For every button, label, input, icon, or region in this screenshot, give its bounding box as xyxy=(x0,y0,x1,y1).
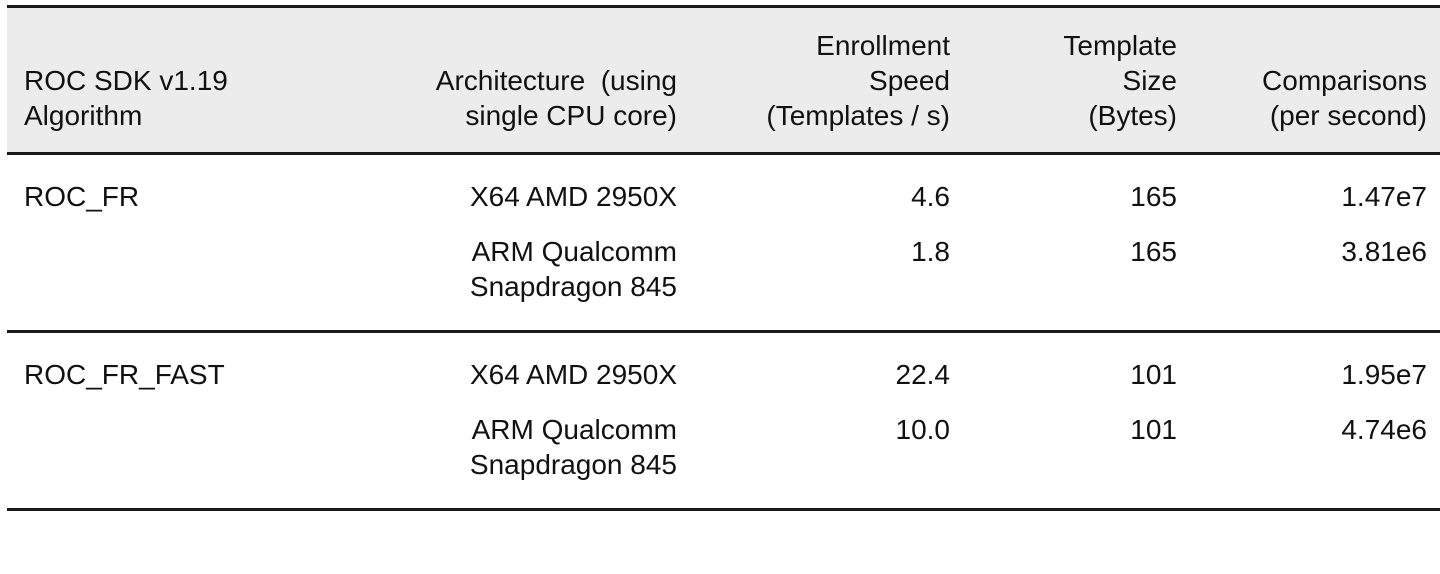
header-size-line-1: Template xyxy=(1063,30,1177,61)
header-architecture-line-2: single CPU core) xyxy=(465,100,677,131)
table-row: ROC_FR X64 AMD 2950X 4.6 165 1.47e7 xyxy=(7,154,1440,235)
architecture-cell: ARM Qualcomm Snapdragon 845 xyxy=(294,412,677,510)
enrollment-speed-cell: 22.4 xyxy=(895,359,951,390)
architecture-line-2: Snapdragon 845 xyxy=(469,271,677,302)
enrollment-speed-cell: 1.8 xyxy=(911,236,950,267)
header-size-line-3: (Bytes) xyxy=(1088,100,1177,131)
group-roc-fr-fast: ROC_FR_FAST X64 AMD 2950X 22.4 101 1.95e… xyxy=(7,332,1440,510)
template-size-cell: 101 xyxy=(1130,414,1177,445)
algorithm-cell-empty xyxy=(7,412,294,510)
algorithm-cell-empty xyxy=(7,234,294,332)
architecture-cell: X64 AMD 2950X xyxy=(294,332,677,413)
group-roc-fr: ROC_FR X64 AMD 2950X 4.6 165 1.47e7 ARM … xyxy=(7,154,1440,332)
header-algorithm-line-1: ROC SDK v1.19 xyxy=(24,65,228,96)
header-comparisons-line-2: (per second) xyxy=(1269,100,1427,131)
header-enrollment-line-3: (Templates / s) xyxy=(766,100,950,131)
header-comparisons-line-1: Comparisons xyxy=(1262,65,1427,96)
header-enrollment-line-1: Enrollment xyxy=(816,30,950,61)
header-architecture-line-1: Architecture (using xyxy=(435,65,677,96)
algorithm-cell: ROC_FR xyxy=(24,181,140,212)
header-template-size: Template Size (Bytes) xyxy=(950,7,1177,154)
table-header: ROC SDK v1.19 Algorithm Architecture (us… xyxy=(7,6,1440,154)
comparisons-cell: 4.74e6 xyxy=(1341,414,1427,445)
architecture-line-1: X64 AMD 2950X xyxy=(469,181,677,212)
header-algorithm-line-2: Algorithm xyxy=(24,100,143,131)
header-architecture: Architecture (using single CPU core) xyxy=(294,7,677,154)
template-size-cell: 165 xyxy=(1130,236,1177,267)
header-row: ROC SDK v1.19 Algorithm Architecture (us… xyxy=(7,6,1440,154)
header-algorithm: ROC SDK v1.19 Algorithm xyxy=(7,7,294,154)
header-size-line-2: Size xyxy=(1122,65,1177,96)
architecture-line-2: Snapdragon 845 xyxy=(469,449,677,480)
template-size-cell: 101 xyxy=(1130,359,1177,390)
header-comparisons: Comparisons (per second) xyxy=(1177,7,1440,154)
architecture-line-1: ARM Qualcomm xyxy=(471,236,677,267)
header-enrollment-speed: Enrollment Speed (Templates / s) xyxy=(677,7,950,154)
enrollment-speed-cell: 10.0 xyxy=(895,414,951,445)
comparisons-cell: 3.81e6 xyxy=(1341,236,1427,267)
comparisons-cell: 1.95e7 xyxy=(1341,359,1427,390)
template-size-cell: 165 xyxy=(1130,181,1177,212)
header-enrollment-line-2: Speed xyxy=(869,65,950,96)
enrollment-speed-cell: 4.6 xyxy=(911,181,950,212)
table-row: ROC_FR_FAST X64 AMD 2950X 22.4 101 1.95e… xyxy=(7,332,1440,413)
roc-sdk-performance-table: ROC SDK v1.19 Algorithm Architecture (us… xyxy=(7,5,1440,511)
architecture-cell: ARM Qualcomm Snapdragon 845 xyxy=(294,234,677,332)
table-row: ARM Qualcomm Snapdragon 845 10.0 101 4.7… xyxy=(7,412,1440,510)
architecture-line-1: ARM Qualcomm xyxy=(471,414,677,445)
comparisons-cell: 1.47e7 xyxy=(1341,181,1427,212)
performance-table-container: ROC SDK v1.19 Algorithm Architecture (us… xyxy=(7,5,1440,511)
algorithm-cell: ROC_FR_FAST xyxy=(24,359,225,390)
table-row: ARM Qualcomm Snapdragon 845 1.8 165 3.81… xyxy=(7,234,1440,332)
architecture-cell: X64 AMD 2950X xyxy=(294,154,677,235)
architecture-line-1: X64 AMD 2950X xyxy=(469,359,677,390)
